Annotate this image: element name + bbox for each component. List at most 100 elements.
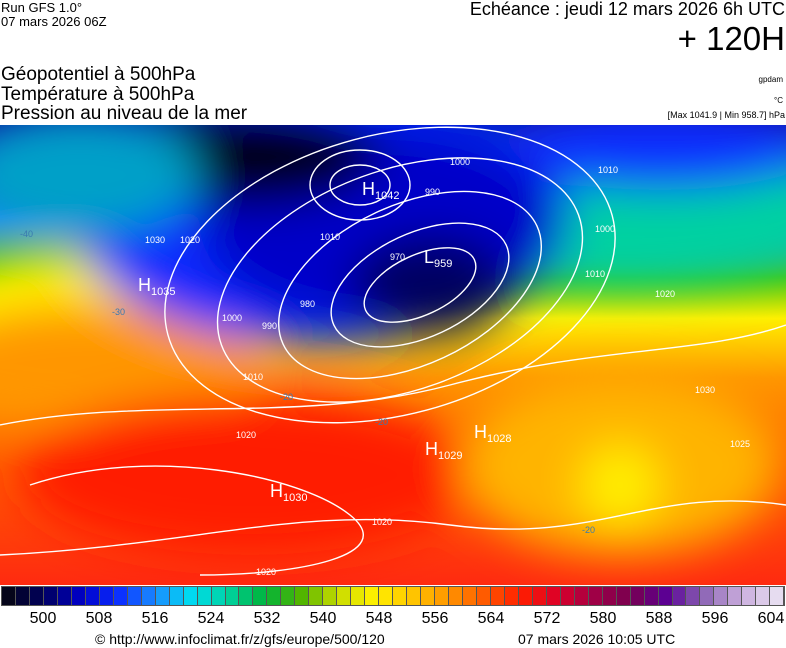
lead-time: + 120H xyxy=(677,20,785,57)
colorbar-swatch xyxy=(85,587,100,605)
high-label: H1030 xyxy=(270,481,307,504)
colorbar-label: 588 xyxy=(645,610,673,627)
isobar-label: 1020 xyxy=(256,567,276,577)
colorbar-swatch xyxy=(616,587,631,605)
colorbar-swatch xyxy=(99,587,114,605)
colorbar-label: 540 xyxy=(309,610,337,627)
isobar-label: 1020 xyxy=(180,235,200,245)
colorbar-label: 500 xyxy=(29,610,57,627)
colorbar-swatch xyxy=(756,587,771,605)
weather-map: H1042 L959 H1035 H1029 H1028 H1030 1000 9… xyxy=(0,125,786,585)
colorbar-swatch xyxy=(574,587,589,605)
colorbar-label: 524 xyxy=(197,610,225,627)
colorbar-swatch xyxy=(393,587,408,605)
high-label: H1029 xyxy=(425,439,462,462)
colorbar-swatch xyxy=(253,587,268,605)
colorbar-swatch xyxy=(560,587,575,605)
generation-time: 07 mars 2026 10:05 UTC xyxy=(518,631,676,647)
colorbar-swatch xyxy=(15,587,30,605)
isobar-label: 1000 xyxy=(450,157,470,167)
colorbar-swatch xyxy=(183,587,198,605)
colorbar-swatch xyxy=(323,587,338,605)
colorbar-swatch xyxy=(770,587,785,605)
run-date: 07 mars 2026 06Z xyxy=(1,14,107,29)
colorbar-label: 604 xyxy=(757,610,785,627)
colorbar-swatch xyxy=(602,587,617,605)
isobar-label: 1010 xyxy=(243,372,263,382)
high-label: H1035 xyxy=(138,275,175,298)
isobar-label: 990 xyxy=(262,321,277,331)
colorbar-label: 516 xyxy=(141,610,169,627)
colorbar-swatch xyxy=(141,587,156,605)
colorbar-swatch xyxy=(337,587,352,605)
colorbar-swatch xyxy=(742,587,757,605)
isobar-labels: 1000 990 970 980 990 1000 1010 1020 1020 1020 1010… xyxy=(145,157,750,577)
colorbar-swatch xyxy=(197,587,212,605)
colorbar-swatch xyxy=(630,587,645,605)
unit-celsius: °C xyxy=(774,96,783,105)
colorbar-swatch xyxy=(462,587,477,605)
isobar-label: 970 xyxy=(390,252,405,262)
unit-gpdam: gpdam xyxy=(758,75,783,84)
colorbar-swatch xyxy=(658,587,673,605)
isobar-label: 1000 xyxy=(595,224,615,234)
colorbar-swatch xyxy=(71,587,86,605)
colorbar-swatch xyxy=(281,587,296,605)
high-label: H1028 xyxy=(474,422,511,445)
colorbar-swatch xyxy=(379,587,394,605)
colorbar-swatch xyxy=(365,587,380,605)
isobar-label: 1020 xyxy=(236,430,256,440)
colorbar-swatch xyxy=(43,587,58,605)
colorbar-label: 556 xyxy=(421,610,449,627)
colorbar-swatch xyxy=(546,587,561,605)
echeance: Echéance : jeudi 12 mars 2026 6h UTC xyxy=(469,0,785,19)
isobar-label: 1010 xyxy=(320,232,340,242)
colorbar-swatch xyxy=(714,587,729,605)
colorbar-swatch xyxy=(490,587,505,605)
colorbar-label: 596 xyxy=(701,610,729,627)
pressure-extremes: [Max 1041.9 | Min 958.7] hPa xyxy=(667,110,785,120)
colorbar-swatch xyxy=(644,587,659,605)
colorbar-swatch xyxy=(169,587,184,605)
isobar-label: 1030 xyxy=(145,235,165,245)
title-pressure: Pression au niveau de la mer xyxy=(1,103,248,124)
colorbar-swatch xyxy=(57,587,72,605)
colorbar-swatch xyxy=(407,587,422,605)
colorbar-label: 572 xyxy=(533,610,561,627)
colorbar-label: 580 xyxy=(589,610,617,627)
colorbar-swatch xyxy=(700,587,715,605)
colorbar-swatch xyxy=(295,587,310,605)
isobar-label: 980 xyxy=(300,299,315,309)
colorbar-swatch xyxy=(532,587,547,605)
colorbar-swatch xyxy=(504,587,519,605)
pressure-systems: H1042 L959 H1035 H1029 H1028 H1030 xyxy=(138,179,511,504)
colorbar-swatch xyxy=(686,587,701,605)
colorbar-swatch xyxy=(728,587,743,605)
title-geopotential: Géopotentiel à 500hPa xyxy=(1,64,196,85)
colorbar-swatch xyxy=(518,587,533,605)
isobar-label: 1000 xyxy=(222,313,242,323)
title-temperature: Température à 500hPa xyxy=(1,84,195,105)
colorbar-swatch xyxy=(672,587,687,605)
isobar-label: 1030 xyxy=(695,385,715,395)
colorbar-swatch xyxy=(239,587,254,605)
isobar-label: 1020 xyxy=(655,289,675,299)
high-label: H1042 xyxy=(362,179,399,202)
colorbar-swatch xyxy=(309,587,324,605)
colorbar-swatch xyxy=(421,587,436,605)
colorbar-swatch xyxy=(155,587,170,605)
colorbar-swatch xyxy=(351,587,366,605)
colorbar-label: 548 xyxy=(365,610,393,627)
run-label: Run GFS 1.0° xyxy=(1,0,83,15)
isobar-label: 1010 xyxy=(585,269,605,279)
colorbar-swatch xyxy=(2,587,16,605)
low-label: L959 xyxy=(424,247,452,270)
temperature-label: -20 xyxy=(280,392,293,402)
colorbar-swatch xyxy=(127,587,142,605)
source-credit: © http://www.infoclimat.fr/z/gfs/europe/… xyxy=(95,631,385,647)
colorbar-label: 532 xyxy=(253,610,281,627)
isobar-label: 1025 xyxy=(730,439,750,449)
temperature-label: -40 xyxy=(20,229,33,239)
colorbar-label: 508 xyxy=(85,610,113,627)
